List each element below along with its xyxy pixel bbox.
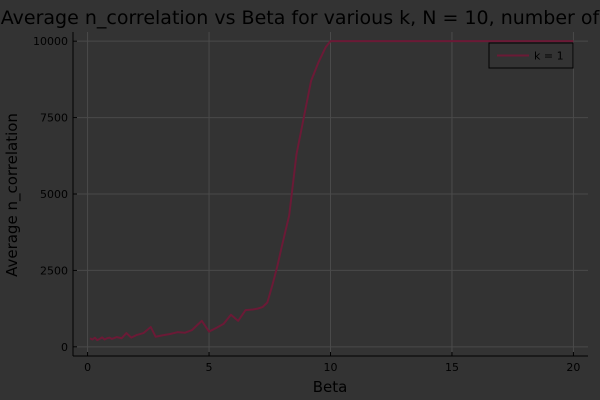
legend: k = 1 — [488, 42, 574, 69]
y-tick-label-0: 0 — [61, 341, 68, 354]
y-tick-label-3: 7500 — [40, 112, 68, 125]
y-tick-label-4: 10000 — [33, 35, 68, 48]
chart-title: Average n_correlation vs Beta for variou… — [1, 7, 600, 29]
y-axis-label: Average n_correlation — [3, 113, 22, 277]
x-tick-label-0: 0 — [84, 361, 91, 374]
series-line-0 — [89, 40, 574, 342]
x-axis-label: Beta — [313, 378, 348, 396]
y-tick-label-1: 2500 — [40, 264, 68, 277]
y-tick-label-2: 5000 — [40, 188, 68, 201]
legend-label-0: k = 1 — [534, 50, 564, 63]
axis-layer — [72, 32, 588, 357]
x-tick-label-3: 15 — [445, 361, 459, 374]
tick-labels: 0 5 10 15 20 0 2500 5000 7500 10000 — [33, 35, 580, 374]
x-tick-label-4: 20 — [566, 361, 580, 374]
x-tick-label-1: 5 — [206, 361, 213, 374]
series-layer — [89, 40, 574, 342]
x-tick-label-2: 10 — [324, 361, 338, 374]
grid-layer — [73, 32, 588, 356]
